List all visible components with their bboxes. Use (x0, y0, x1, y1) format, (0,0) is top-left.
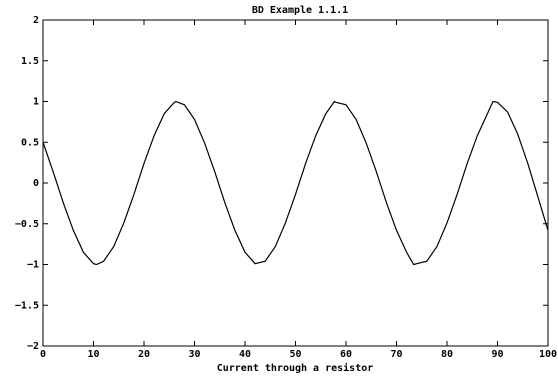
x-tick-label: 100 (539, 349, 557, 360)
tick-labels: 0 10 20 30 40 50 60 70 80 90 100 −2 −1.5 −1 −0.5 0 0.5 1 1… (15, 15, 557, 360)
x-tick-label: 80 (441, 349, 453, 360)
chart-title: BD Example 1.1.1 (252, 5, 348, 16)
y-tick-label: −2 (27, 341, 39, 352)
series-line (42, 100, 549, 266)
x-tick-label: 0 (40, 349, 46, 360)
x-tick-label: 70 (390, 349, 402, 360)
y-tick-label: 1 (33, 97, 39, 108)
y-tick-label: −1 (27, 260, 39, 271)
plot-area-frame (42, 19, 549, 347)
y-tick-label: −0.5 (15, 219, 39, 230)
x-tick-label: 30 (188, 349, 200, 360)
x-tick-label: 50 (289, 349, 301, 360)
x-tick-label: 10 (87, 349, 99, 360)
x-tick-label: 40 (239, 349, 251, 360)
x-tick-label: 20 (138, 349, 150, 360)
y-tick-label: 2 (33, 15, 39, 26)
axis-ticks (42, 19, 549, 347)
y-tick-label: 0.5 (21, 137, 39, 148)
y-tick-label: 0 (33, 178, 39, 189)
x-tick-label: 60 (340, 349, 352, 360)
x-axis-label: Current through a resistor (217, 362, 374, 374)
y-tick-label: 1.5 (21, 56, 39, 67)
x-tick-label: 90 (491, 349, 503, 360)
y-tick-label: −1.5 (15, 300, 39, 311)
